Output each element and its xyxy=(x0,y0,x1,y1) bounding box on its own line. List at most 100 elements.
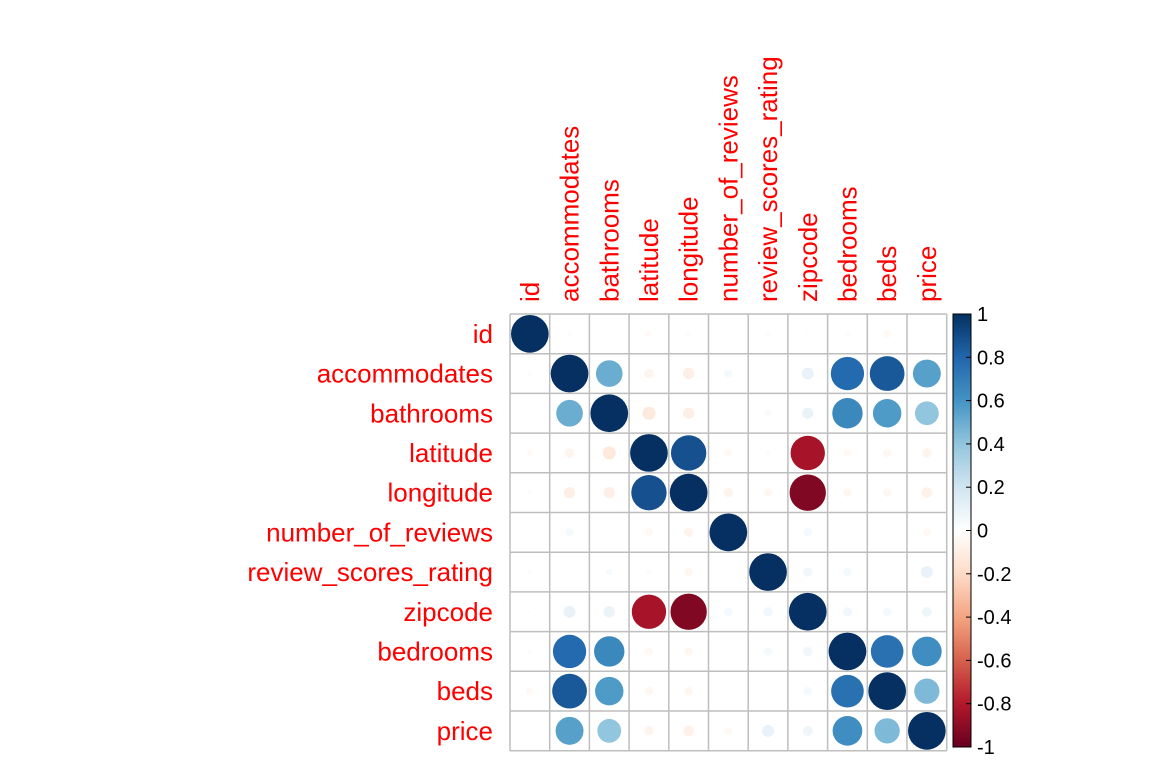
correlation-circle xyxy=(527,489,533,496)
correlation-circle xyxy=(726,411,731,416)
column-label: price xyxy=(912,246,942,302)
correlation-circle xyxy=(527,370,533,377)
correlation-circle xyxy=(843,488,852,497)
correlation-circle xyxy=(843,449,852,457)
correlation-circle xyxy=(565,528,574,537)
correlation-circle xyxy=(555,716,584,745)
correlation-circle xyxy=(843,567,852,577)
correlation-circle xyxy=(605,568,613,576)
row-label: longitude xyxy=(387,478,493,508)
correlation-circle xyxy=(803,686,812,696)
correlation-circle xyxy=(527,648,533,655)
column-label: zipcode xyxy=(793,212,823,302)
correlation-circle xyxy=(923,528,931,537)
correlation-circle xyxy=(908,712,946,750)
correlation-circle xyxy=(763,488,773,497)
column-label: number_of_reviews xyxy=(713,75,743,302)
legend-tick-label: -0.6 xyxy=(977,650,1011,672)
correlation-circle xyxy=(723,488,733,498)
correlation-circle xyxy=(845,530,850,535)
correlation-circle xyxy=(566,331,573,337)
correlation-circle xyxy=(870,635,904,668)
column-label: bedrooms xyxy=(832,186,862,302)
correlation-circle xyxy=(765,450,771,456)
correlation-circle xyxy=(630,434,668,472)
grid-lines xyxy=(509,313,948,752)
correlation-circle xyxy=(556,399,583,427)
correlation-circle xyxy=(644,726,654,736)
legend-tick-label: -0.8 xyxy=(977,694,1011,716)
correlation-circle xyxy=(883,330,891,338)
correlation-circle xyxy=(868,672,907,711)
correlation-circle xyxy=(563,605,576,618)
correlation-circle xyxy=(631,594,667,629)
correlation-circle xyxy=(595,676,624,706)
correlation-circle xyxy=(670,435,707,471)
correlation-circle xyxy=(594,636,625,667)
correlation-circle xyxy=(885,530,890,535)
row-label: latitude xyxy=(409,438,493,468)
correlation-circle xyxy=(669,473,708,512)
correlation-circle xyxy=(726,689,731,694)
correlation-circle xyxy=(921,606,932,617)
correlation-circle xyxy=(912,359,941,388)
correlation-circle xyxy=(842,607,853,617)
row-label: accommodates xyxy=(317,359,493,389)
legend-tick-label: 1 xyxy=(977,304,988,326)
legend-tick-label: -0.2 xyxy=(977,564,1011,586)
correlation-circle xyxy=(922,448,932,458)
row-label: review_scores_rating xyxy=(247,557,493,587)
correlation-circle xyxy=(645,647,653,656)
correlation-circle xyxy=(709,513,748,552)
correlation-circle xyxy=(724,449,733,457)
correlation-circle xyxy=(603,606,615,618)
correlation-circle xyxy=(763,607,773,617)
correlation-circle xyxy=(607,530,612,535)
correlation-circle xyxy=(603,486,615,499)
correlation-circle xyxy=(914,401,939,426)
correlation-circle xyxy=(921,487,933,498)
correlation-circles xyxy=(510,315,946,750)
correlation-circle xyxy=(790,435,825,471)
correlation-circle xyxy=(869,356,905,391)
legend-tick-label: 0.8 xyxy=(977,347,1005,369)
legend-tick-label: -0.4 xyxy=(977,607,1011,629)
correlation-circle xyxy=(763,647,773,656)
correlation-circle xyxy=(805,331,810,336)
correlation-circle xyxy=(685,331,692,337)
correlation-circle xyxy=(914,678,940,704)
correlation-circle xyxy=(844,331,851,337)
correlation-circle xyxy=(803,528,812,537)
correlation-circle xyxy=(684,686,693,696)
correlation-circle xyxy=(801,367,814,380)
correlation-circle xyxy=(803,567,813,577)
correlation-circle xyxy=(724,727,733,735)
correlation-circle xyxy=(831,674,864,708)
correlation-circle xyxy=(552,673,587,709)
correlation-circle xyxy=(832,716,863,746)
correlation-circle xyxy=(802,725,813,736)
column-label: beds xyxy=(872,246,902,302)
correlation-circle xyxy=(631,474,667,511)
correlation-circle xyxy=(564,448,575,458)
correlation-circle xyxy=(602,446,616,460)
row-label: zipcode xyxy=(403,597,493,627)
column-label: bathrooms xyxy=(594,179,624,302)
column-label: review_scores_rating xyxy=(753,56,783,302)
correlation-circle xyxy=(644,686,654,696)
correlation-circle xyxy=(510,315,549,353)
correlation-circle xyxy=(749,553,787,591)
correlation-circle xyxy=(527,609,532,614)
row-label: bedrooms xyxy=(377,636,493,666)
row-label: id xyxy=(473,319,493,349)
correlation-circle xyxy=(684,647,693,656)
correlation-circle xyxy=(762,724,775,737)
correlation-circle xyxy=(788,592,827,631)
correlation-circle xyxy=(882,488,892,497)
row-label: number_of_reviews xyxy=(266,517,493,547)
correlation-circle xyxy=(526,687,534,695)
column-label: id xyxy=(515,282,545,302)
correlation-circle xyxy=(552,634,587,669)
correlation-circle xyxy=(642,406,656,420)
row-label: price xyxy=(437,716,493,746)
